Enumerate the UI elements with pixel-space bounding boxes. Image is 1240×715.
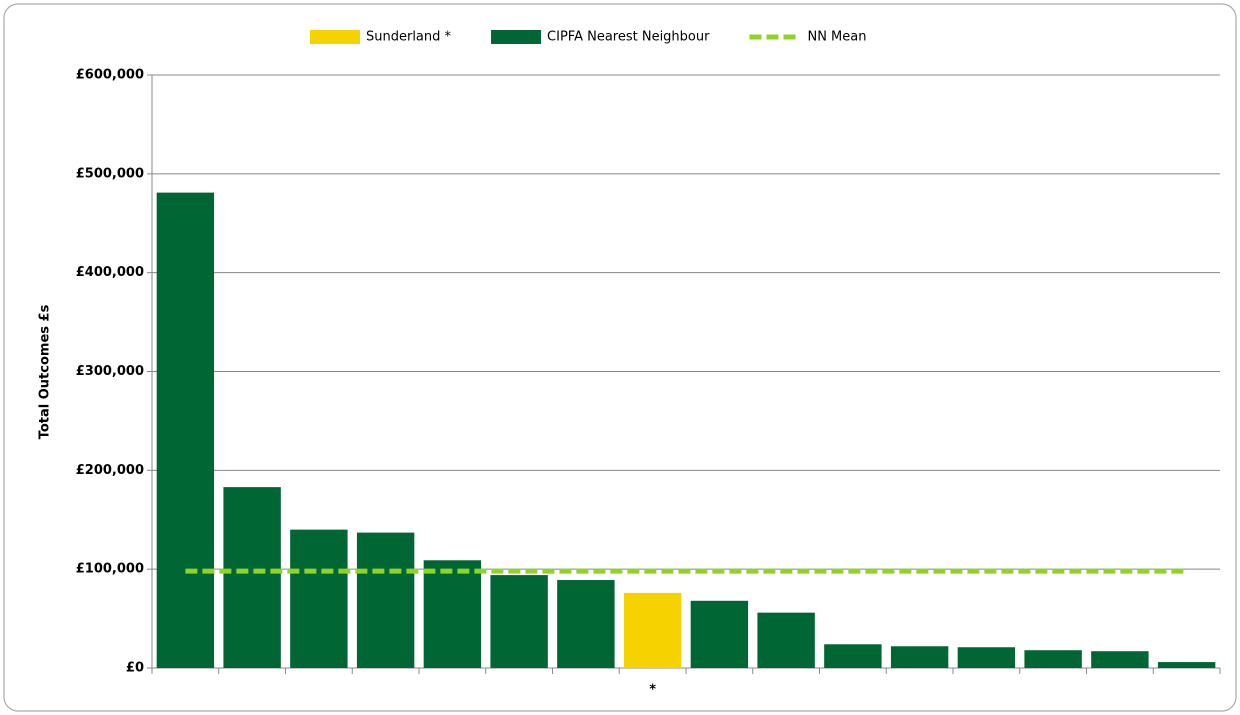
legend-swatch [310, 30, 360, 44]
bar [824, 644, 882, 668]
x-tick-label: * [649, 683, 656, 698]
y-tick-label: £400,000 [76, 265, 144, 280]
bar [623, 592, 682, 668]
legend-label: NN Mean [807, 30, 866, 45]
y-tick-label: £600,000 [76, 68, 144, 83]
bar [156, 192, 215, 668]
bar [1157, 662, 1216, 668]
y-tick-label: £300,000 [76, 364, 144, 379]
y-tick-label: £0 [126, 661, 144, 676]
y-tick-label: £200,000 [76, 463, 144, 478]
bar [1024, 650, 1082, 668]
bar [290, 529, 348, 668]
bar [957, 647, 1016, 668]
bar [356, 532, 415, 668]
bar [490, 575, 548, 668]
bar [223, 487, 281, 668]
legend-swatch [491, 30, 542, 44]
bar [557, 580, 615, 668]
legend-label: CIPFA Nearest Neighbour [547, 30, 710, 45]
bar [1091, 651, 1149, 668]
y-tick-label: £100,000 [76, 562, 144, 577]
bar [890, 646, 949, 668]
y-tick-label: £500,000 [76, 166, 144, 181]
bar [423, 560, 482, 668]
bar [757, 612, 815, 668]
y-axis-label: Total Outcomes £s [38, 304, 53, 439]
bar [690, 600, 749, 668]
legend-label: Sunderland * [366, 30, 452, 45]
